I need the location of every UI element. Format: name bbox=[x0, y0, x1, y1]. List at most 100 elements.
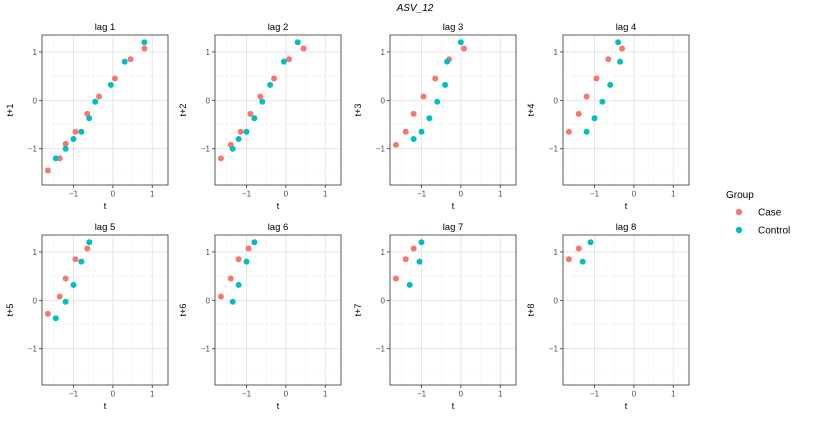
y-tick-label: 1 bbox=[381, 48, 386, 57]
figure-title: ASV_12 bbox=[396, 3, 434, 14]
panel-background bbox=[42, 35, 168, 185]
y-tick-label: 1 bbox=[554, 48, 559, 57]
data-point-case bbox=[257, 93, 264, 100]
y-tick-label: 0 bbox=[206, 96, 211, 105]
panel-border bbox=[562, 234, 690, 386]
x-tick-label: 0 bbox=[111, 190, 116, 199]
panel-border bbox=[562, 34, 690, 186]
data-point-case bbox=[300, 45, 307, 52]
x-tick-label: −1 bbox=[69, 190, 79, 199]
data-point-control bbox=[280, 58, 287, 65]
x-tick-label: 0 bbox=[632, 190, 637, 199]
data-point-case bbox=[605, 56, 612, 63]
x-tick-label: 1 bbox=[323, 190, 328, 199]
data-point-case bbox=[583, 93, 590, 100]
data-point-control bbox=[92, 98, 99, 105]
panel-border bbox=[389, 34, 517, 186]
data-point-case bbox=[217, 155, 224, 162]
data-point-case bbox=[237, 128, 244, 135]
data-point-case bbox=[227, 275, 234, 282]
x-axis-label: t bbox=[277, 401, 280, 411]
data-point-control bbox=[442, 81, 449, 88]
panel-lag-6: lag 6 −1 0 1 −1 0 1 t t+6 bbox=[178, 222, 342, 411]
y-axis-label: t+6 bbox=[178, 304, 188, 317]
data-point-case bbox=[247, 110, 254, 117]
legend: Group Case Control bbox=[726, 190, 790, 237]
data-point-case bbox=[141, 45, 148, 52]
x-tick-label: 1 bbox=[671, 390, 676, 399]
data-point-case bbox=[410, 245, 417, 252]
data-point-control bbox=[107, 81, 114, 88]
y-tick-label: 0 bbox=[33, 296, 38, 305]
panel-lag-2: lag 2 −1 0 1 −1 0 1 t t+2 bbox=[178, 22, 342, 211]
panel-lag-3: lag 3 −1 0 1 −1 0 1 t t+3 bbox=[353, 22, 517, 211]
x-axis-label: t bbox=[625, 201, 628, 211]
x-tick-label: −1 bbox=[590, 390, 600, 399]
x-tick-label: −1 bbox=[242, 190, 252, 199]
x-tick-label: −1 bbox=[242, 390, 252, 399]
data-point-case bbox=[96, 93, 103, 100]
data-point-control bbox=[243, 128, 250, 135]
panel-title: lag 4 bbox=[616, 22, 637, 33]
data-point-control bbox=[235, 281, 242, 288]
y-tick-label: −1 bbox=[28, 345, 38, 354]
data-point-control bbox=[229, 298, 236, 305]
data-point-case bbox=[575, 110, 582, 117]
data-point-control bbox=[243, 258, 250, 265]
y-tick-label: 1 bbox=[381, 248, 386, 257]
panel-border bbox=[214, 34, 342, 186]
data-point-case bbox=[44, 167, 51, 174]
data-point-case bbox=[127, 56, 134, 63]
data-point-case bbox=[432, 75, 439, 82]
y-tick-label: 0 bbox=[554, 96, 559, 105]
y-axis-label: t+7 bbox=[353, 304, 363, 317]
data-point-case bbox=[461, 45, 468, 52]
data-point-case bbox=[271, 75, 278, 82]
x-tick-label: 0 bbox=[459, 190, 464, 199]
data-point-case bbox=[402, 128, 409, 135]
data-point-control bbox=[52, 155, 59, 162]
y-tick-label: 0 bbox=[33, 96, 38, 105]
x-tick-label: −1 bbox=[69, 390, 79, 399]
y-tick-label: 0 bbox=[381, 296, 386, 305]
data-point-control bbox=[617, 58, 624, 65]
y-tick-label: 1 bbox=[554, 248, 559, 257]
data-point-control bbox=[406, 281, 413, 288]
data-point-case bbox=[565, 256, 572, 263]
panel-background bbox=[42, 235, 168, 385]
panel-title: lag 8 bbox=[616, 222, 637, 233]
data-point-control bbox=[457, 39, 464, 46]
panel-background bbox=[215, 235, 341, 385]
data-point-control bbox=[579, 258, 586, 265]
data-point-control bbox=[267, 81, 274, 88]
data-point-control bbox=[418, 239, 425, 246]
data-point-control bbox=[591, 115, 598, 122]
data-point-case bbox=[235, 256, 242, 263]
y-axis-label: t+1 bbox=[5, 104, 15, 117]
x-axis-label: t bbox=[277, 201, 280, 211]
data-point-case bbox=[217, 293, 224, 300]
data-point-control bbox=[294, 39, 301, 46]
data-point-control bbox=[229, 145, 236, 152]
panel-title: lag 2 bbox=[268, 22, 289, 33]
y-tick-label: −1 bbox=[549, 145, 559, 154]
panel-border bbox=[214, 234, 342, 386]
data-point-case bbox=[402, 256, 409, 263]
data-point-case bbox=[245, 245, 252, 252]
x-tick-label: 1 bbox=[498, 190, 503, 199]
x-tick-label: 1 bbox=[150, 390, 155, 399]
data-point-case bbox=[72, 256, 79, 263]
data-point-control bbox=[86, 115, 93, 122]
x-tick-label: 1 bbox=[323, 390, 328, 399]
legend-label-case: Case bbox=[758, 208, 782, 219]
panel-border bbox=[41, 234, 169, 386]
data-point-case bbox=[619, 45, 626, 52]
panel-title: lag 6 bbox=[268, 222, 289, 233]
data-point-control bbox=[121, 58, 128, 65]
x-tick-label: 1 bbox=[150, 190, 155, 199]
y-tick-label: −1 bbox=[376, 145, 386, 154]
data-point-control bbox=[416, 258, 423, 265]
data-point-case bbox=[62, 140, 69, 147]
